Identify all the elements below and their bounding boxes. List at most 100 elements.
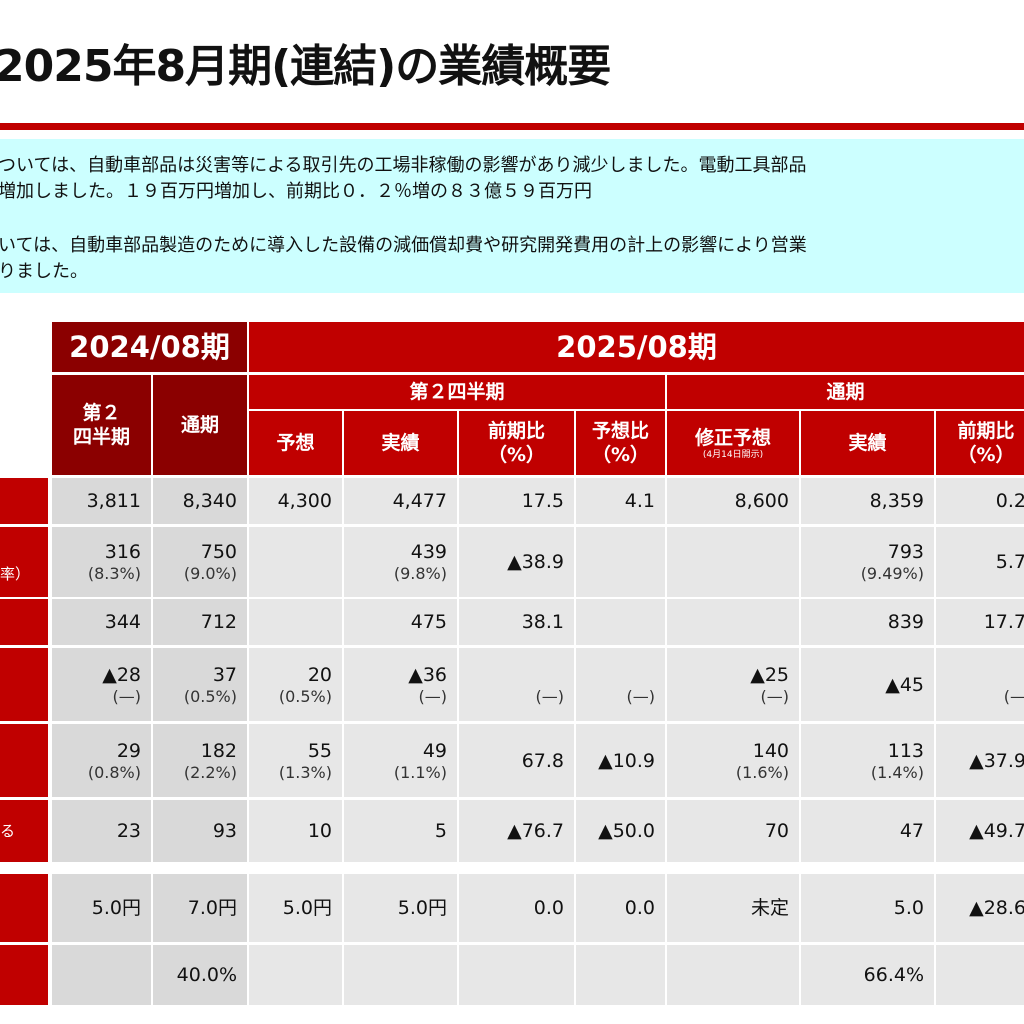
cell-value: 839 (887, 611, 924, 633)
table-cell: 5.0円 (344, 874, 457, 942)
cell-value: 4.1 (624, 490, 655, 512)
table-cell: 70 (667, 800, 799, 862)
cell-value: ▲49.7 (969, 820, 1024, 842)
table-cell: (—) (459, 648, 574, 721)
table-cell: 750 (9.0%) (153, 527, 247, 597)
table-cell: 475 (344, 599, 457, 645)
header-q2-vs-forecast: 予想比 （%） (576, 411, 665, 475)
summary-box: ついては、自動車部品は災害等による取引先の工場非稼働の影響があり減少しました。電… (0, 139, 1024, 293)
cell-value: 37 (212, 663, 237, 686)
cell-value: ▲25 (750, 663, 789, 686)
table-cell: 49 (1.1%) (344, 724, 457, 797)
cell-value: 0.2 (995, 490, 1024, 512)
cell-value: 4,300 (277, 490, 332, 512)
cell-value: 5.0円 (397, 897, 447, 919)
cell-value: 0.0 (624, 897, 655, 919)
header-label: 通期 (826, 381, 865, 403)
table-cell: (—) (576, 648, 665, 721)
cell-ratio: (1.1%) (393, 762, 447, 782)
cell-value: 未定 (750, 897, 789, 919)
cell-value: 5.0 (893, 897, 924, 919)
cell-ratio: (2.2%) (183, 762, 237, 782)
header-fy-yoy: 前期比 （%） (936, 411, 1024, 475)
cell-value: 10 (307, 820, 332, 842)
header-label: 通期 (180, 414, 219, 436)
cell-value: 55 (307, 739, 332, 762)
summary-line: りました。 (0, 261, 88, 282)
table-cell (667, 599, 799, 645)
table-cell (344, 945, 457, 1005)
table-cell: 66.4% (801, 945, 934, 1005)
table-cell: 23 (52, 800, 151, 862)
cell-value: 66.4% (863, 964, 924, 986)
cell-value: 712 (200, 611, 237, 633)
header-prev-q2: 第２ 四半期 (52, 375, 151, 475)
cell-value: 47 (899, 820, 924, 842)
table-cell: 37 (0.5%) (153, 648, 247, 721)
cell-ratio: (—) (535, 686, 564, 706)
table-cell: 38.1 (459, 599, 574, 645)
cell-value: 182 (200, 739, 237, 762)
table-cell: 344 (52, 599, 151, 645)
cell-value: ▲28.6 (969, 897, 1024, 919)
cell-value: 8,340 (182, 490, 237, 512)
table-cell: ▲10.9 (576, 724, 665, 797)
cell-value: 5.7 (995, 551, 1024, 573)
table-cell (249, 599, 342, 645)
summary-line: ついては、自動車部品は災害等による取引先の工場非稼働の影響があり減少しました。電… (0, 155, 807, 176)
cell-value: ▲45 (885, 673, 924, 696)
table-cell: ▲37.9 (936, 724, 1024, 797)
table-cell: 0.2 (936, 478, 1024, 524)
table-cell (52, 945, 151, 1005)
cell-value: 140 (752, 739, 789, 762)
table-cell: 182 (2.2%) (153, 724, 247, 797)
table-cell: ▲28.6 (936, 874, 1024, 942)
cell-value: ▲10.9 (598, 749, 655, 772)
table-cell: 10 (249, 800, 342, 862)
cell-value: 475 (410, 611, 447, 633)
table-cell: 8,359 (801, 478, 934, 524)
table-cell: 0.0 (576, 874, 665, 942)
header-fy-actual: 実績 (801, 411, 934, 475)
header-full-year: 通期 (667, 375, 1024, 409)
cell-value: 316 (104, 541, 141, 563)
header-label: 実績 (848, 432, 887, 454)
table-cell (249, 945, 342, 1005)
table-cell: 712 (153, 599, 247, 645)
table-cell: 5.0円 (249, 874, 342, 942)
table-cell: ▲76.7 (459, 800, 574, 862)
table-cell: 47 (801, 800, 934, 862)
table-cell (459, 945, 574, 1005)
cell-value: 0.0 (533, 897, 564, 919)
table-cell (249, 527, 342, 597)
header-label: 前期比 （%） (487, 420, 546, 466)
table-cell: ▲49.7 (936, 800, 1024, 862)
table-cell: 20 (0.5%) (249, 648, 342, 721)
cell-value: 67.8 (521, 749, 564, 772)
cell-value: 29 (116, 739, 141, 762)
cell-ratio: (—) (760, 686, 789, 706)
table-cell: 793 (9.49%) (801, 527, 934, 597)
cell-value: ▲50.0 (598, 820, 655, 842)
cell-value: 8,359 (869, 490, 924, 512)
cell-value: 5.0円 (282, 897, 332, 919)
header-label: 前期比 （%） (957, 420, 1015, 466)
cell-ratio: (9.0%) (183, 564, 237, 583)
cell-value: 7.0円 (187, 897, 237, 919)
cell-ratio: (0.5%) (278, 686, 332, 706)
table-cell: 839 (801, 599, 934, 645)
table-cell: ▲36 (—) (344, 648, 457, 721)
table-cell: (— (936, 648, 1024, 721)
header-fy2024: 2024/08期 (52, 322, 247, 372)
summary-paragraph-profit: いては、自動車部品製造のために導入した設備の減価償却費や研究開発費用の計上の影響… (0, 233, 807, 285)
table-cell: 5.0円 (52, 874, 151, 942)
cell-value: 93 (212, 820, 237, 842)
table-cell: ▲38.9 (459, 527, 574, 597)
header-label: 第２ 四半期 (72, 402, 130, 448)
table-cell: 113 (1.4%) (801, 724, 934, 797)
table-cell (936, 945, 1024, 1005)
cell-value: 38.1 (521, 611, 564, 633)
table-cell: 55 (1.3%) (249, 724, 342, 797)
cell-ratio: (8.3%) (87, 564, 141, 583)
